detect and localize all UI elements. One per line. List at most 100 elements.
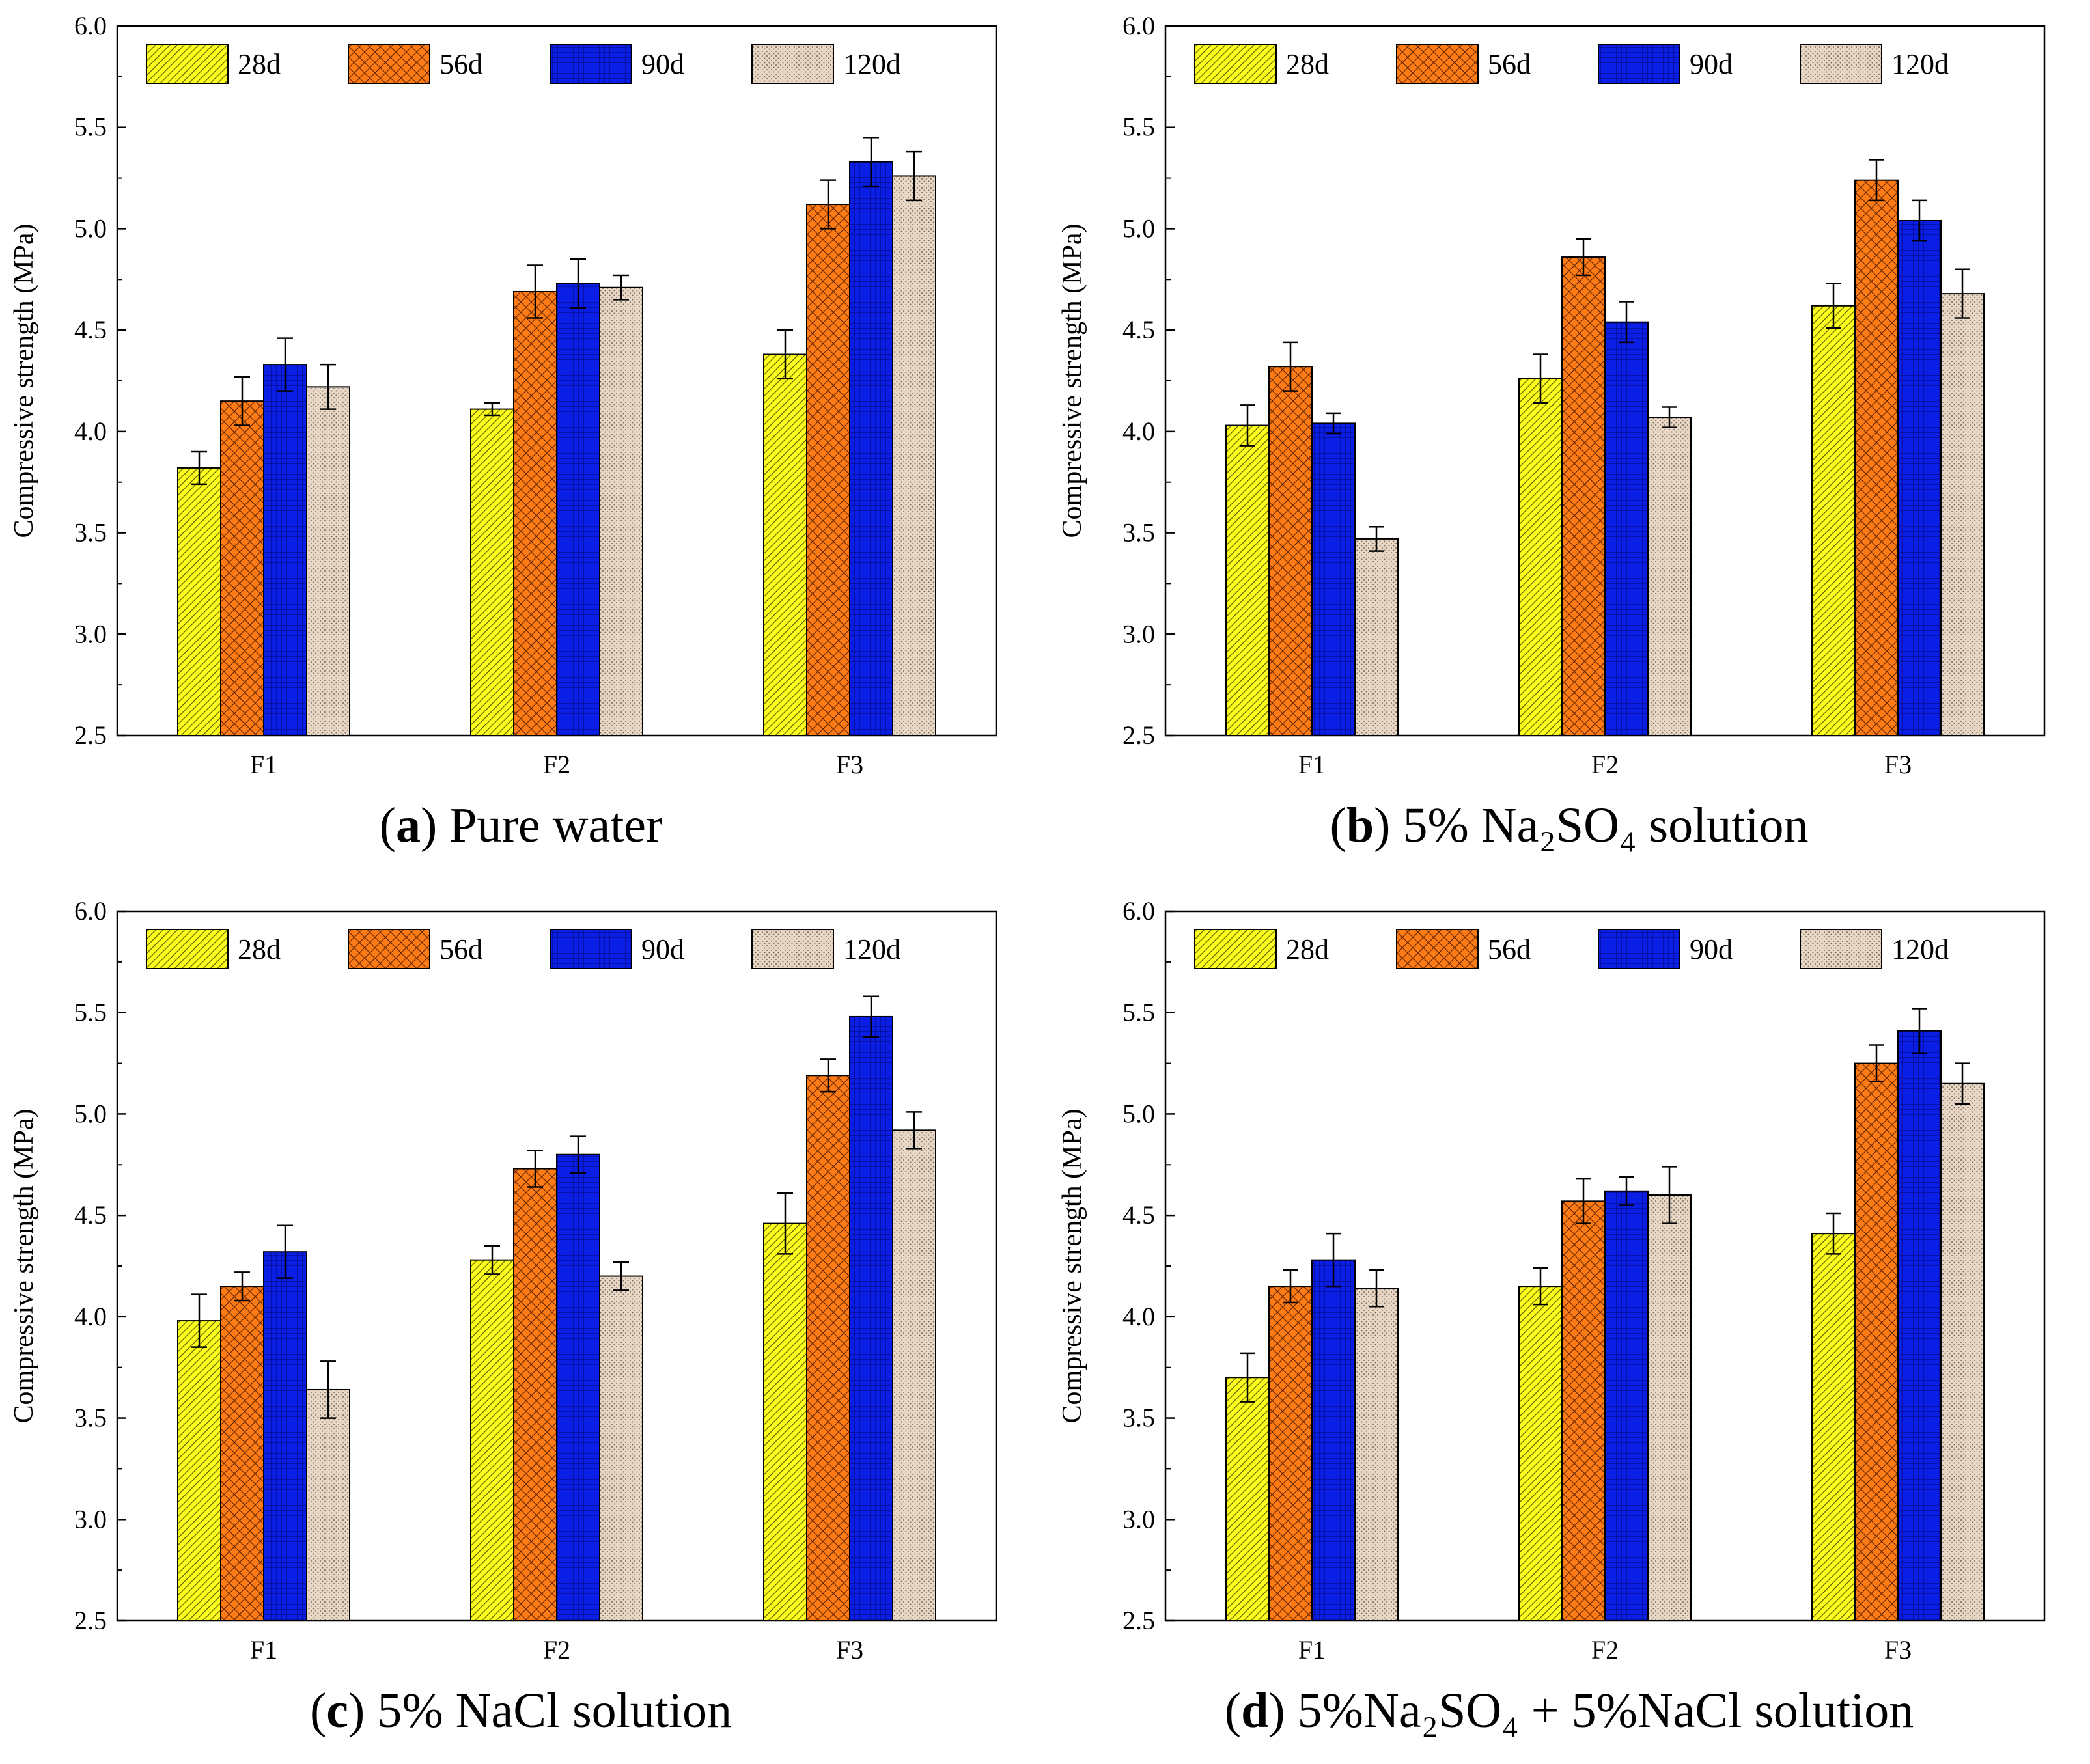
chart-d: 2.5 3.0 3.5 4.0 4.5 5.0 5.5 6.0 Compressive stre… <box>1057 896 2046 1664</box>
bar-90d-F1 <box>263 1251 307 1621</box>
bar-120d-F2 <box>1647 1194 1692 1621</box>
y-tick-label: 2.5 <box>1122 1606 1155 1635</box>
error-bar-28d-F3 <box>777 1192 793 1255</box>
bar-90d-F1 <box>1311 1259 1356 1621</box>
bar-28d-F3 <box>1811 1233 1856 1621</box>
bar-28d-F2 <box>1518 1286 1563 1621</box>
y-tick-label: 5.5 <box>1122 113 1155 142</box>
x-tick-label: F1 <box>250 750 277 779</box>
error-bar-120d-F2 <box>1662 406 1677 428</box>
y-tick-label: 5.0 <box>1122 214 1155 243</box>
legend-label-28d: 28d <box>238 933 281 965</box>
y-tick-label: 4.5 <box>1122 315 1155 344</box>
caption-text: Pure water <box>449 798 663 853</box>
bar-90d-F2 <box>556 1153 600 1621</box>
legend-swatch-28d <box>1194 44 1277 84</box>
y-tick-label: 3.5 <box>1122 518 1155 547</box>
legend-label-90d: 90d <box>1690 48 1733 80</box>
y-tick-label: 5.5 <box>74 998 107 1027</box>
legend-label-90d: 90d <box>1690 933 1733 965</box>
bar-90d-F2 <box>1604 1190 1649 1621</box>
y-axis-title: Compressive strength (MPa) <box>9 1109 39 1424</box>
bar-120d-F3 <box>1940 293 1985 737</box>
bar-90d-F3 <box>1897 219 1942 736</box>
error-bar-28d-F3 <box>777 329 793 380</box>
panel-d: 2.5 3.0 3.5 4.0 4.5 5.0 5.5 6.0 Compressive stre… <box>1048 885 2090 1764</box>
caption-text: 5% Na₂SO₄ solution <box>1402 798 1809 853</box>
error-bar-28d-F3 <box>1826 283 1841 329</box>
y-tick-label: 4.0 <box>1122 417 1155 446</box>
y-tick-label: 6.0 <box>74 11 107 40</box>
error-bar-120d-F1 <box>1369 1269 1384 1308</box>
y-tick-label: 2.5 <box>1122 721 1155 750</box>
y-axis-title: Compressive strength (MPa) <box>9 224 39 538</box>
y-tick-label: 3.0 <box>74 619 107 648</box>
bar-56d-F2 <box>513 290 557 736</box>
panel-c: 2.5 3.0 3.5 4.0 4.5 5.0 5.5 6.0 Compressive stre… <box>0 885 1042 1764</box>
error-bar-120d-F1 <box>320 363 336 410</box>
y-tick-label: 2.5 <box>74 1606 107 1635</box>
y-tick-label: 5.0 <box>1122 1099 1155 1128</box>
error-bar-90d-F3 <box>1912 1008 1927 1054</box>
error-bar-28d-F3 <box>1826 1212 1841 1255</box>
y-tick-label: 3.0 <box>1122 1504 1155 1534</box>
caption-d: (d) 5%Na₂SO₄ + 5%NaCl solution <box>1224 1683 1914 1738</box>
caption-letter: b <box>1346 798 1374 853</box>
legend-swatch-90d <box>1598 929 1680 969</box>
error-bar-28d-F1 <box>1240 1352 1255 1403</box>
y-tick-label: 4.0 <box>1122 1302 1155 1331</box>
error-bar-120d-F3 <box>1955 1062 1970 1105</box>
y-tick-label: 3.0 <box>74 1504 107 1534</box>
bar-90d-F2 <box>556 283 600 736</box>
bar-28d-F1 <box>1225 424 1270 736</box>
bar-56d-F2 <box>1561 256 1606 736</box>
error-bar-28d-F1 <box>191 450 207 486</box>
legend-label-120d: 120d <box>843 933 900 965</box>
error-bar-56d-F1 <box>1283 341 1298 392</box>
caption-letter: d <box>1241 1683 1269 1738</box>
bar-120d-F1 <box>1354 538 1399 737</box>
bar-120d-F3 <box>892 1129 936 1622</box>
error-bar-56d-F3 <box>820 1058 836 1093</box>
bar-120d-F2 <box>599 286 643 736</box>
bar-90d-F1 <box>263 364 307 736</box>
error-bar-120d-F3 <box>1955 268 1970 319</box>
legend-label-56d: 56d <box>439 48 482 80</box>
x-tick-label: F2 <box>1591 1635 1619 1664</box>
legend-label-56d: 56d <box>1488 48 1531 80</box>
error-bar-90d-F2 <box>570 1135 586 1174</box>
legend-label-90d: 90d <box>641 48 684 80</box>
legend-swatch-90d <box>550 44 632 84</box>
bar-56d-F1 <box>220 400 264 736</box>
x-tick-label: F3 <box>836 1635 863 1664</box>
error-bar-90d-F3 <box>863 995 879 1038</box>
bar-90d-F3 <box>849 161 893 736</box>
error-bar-56d-F2 <box>1576 238 1591 277</box>
legend-swatch-90d <box>1598 44 1680 84</box>
bar-120d-F3 <box>892 175 936 736</box>
bar-120d-F1 <box>306 386 350 736</box>
y-tick-label: 2.5 <box>74 721 107 750</box>
caption-letter: a <box>395 798 421 853</box>
error-bar-28d-F2 <box>1533 1267 1548 1306</box>
error-bar-28d-F1 <box>1240 404 1255 447</box>
error-bar-56d-F2 <box>527 1150 543 1188</box>
chart-a: 2.5 3.0 3.5 4.0 4.5 5.0 5.5 6.0 Compressive stre… <box>9 11 997 779</box>
y-tick-label: 6.0 <box>74 896 107 926</box>
bar-28d-F2 <box>470 408 514 736</box>
bar-28d-F3 <box>763 1222 807 1621</box>
error-bar-90d-F1 <box>1326 1232 1341 1288</box>
error-bar-56d-F3 <box>1869 1044 1884 1082</box>
bar-56d-F3 <box>806 204 850 736</box>
y-axis-title: Compressive strength (MPa) <box>1057 1109 1087 1424</box>
error-bar-120d-F3 <box>906 1111 922 1150</box>
caption-c: (c) 5% NaCl solution <box>309 1683 732 1738</box>
error-bar-120d-F2 <box>1662 1166 1677 1224</box>
error-bar-28d-F2 <box>484 402 500 417</box>
y-tick-label: 4.0 <box>74 417 107 446</box>
error-bar-56d-F1 <box>234 1271 250 1302</box>
bar-120d-F3 <box>1940 1082 1985 1621</box>
y-tick-label: 4.5 <box>74 1200 107 1230</box>
y-tick-label: 3.5 <box>1122 1403 1155 1433</box>
error-bar-90d-F1 <box>277 1224 293 1279</box>
